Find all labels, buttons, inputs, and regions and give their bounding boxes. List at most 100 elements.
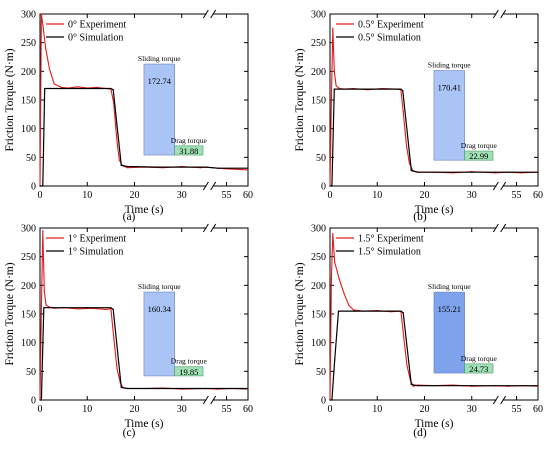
data-point bbox=[42, 185, 44, 187]
x-tick-label: 0 bbox=[328, 190, 333, 201]
sliding-torque-label: Sliding torque bbox=[138, 54, 181, 63]
x-tick-label: 20 bbox=[129, 190, 139, 201]
data-point bbox=[537, 171, 539, 173]
data-point bbox=[337, 310, 340, 312]
data-point bbox=[112, 89, 114, 91]
y-tick-label: 0 bbox=[31, 396, 36, 407]
axis-break-mark bbox=[202, 181, 209, 191]
y-tick-label: 250 bbox=[311, 38, 326, 49]
data-point bbox=[204, 387, 206, 390]
data-point bbox=[39, 399, 41, 401]
y-tick-label: 50 bbox=[26, 367, 36, 378]
data-point bbox=[330, 279, 333, 281]
data-point bbox=[353, 309, 355, 311]
legend-label: 1° Simulation bbox=[68, 247, 123, 258]
data-point bbox=[329, 185, 331, 187]
axis-break-mark bbox=[500, 9, 507, 19]
data-point bbox=[405, 145, 408, 147]
x-tick-label: 55 bbox=[512, 404, 522, 415]
data-point bbox=[338, 279, 341, 281]
data-point bbox=[60, 86, 62, 88]
axis-break-gap bbox=[496, 11, 503, 17]
axis-break-gap bbox=[206, 397, 213, 403]
chart-panel-1: 0 50 100 150 200 250 300 0 10 20 30 55 60 Sliding tor… bbox=[4, 10, 253, 224]
series-line-simulation bbox=[40, 307, 248, 401]
data-point bbox=[116, 367, 118, 370]
data-point bbox=[110, 87, 112, 90]
data-point bbox=[116, 145, 119, 147]
drag-torque-value: 24.73 bbox=[469, 364, 488, 374]
axis-break-mark bbox=[492, 181, 499, 191]
data-point bbox=[53, 83, 55, 85]
data-point bbox=[112, 308, 114, 311]
data-point bbox=[335, 85, 337, 87]
y-axis-title: Friction Torque (N·m) bbox=[4, 262, 16, 365]
x-tick-label: 60 bbox=[533, 190, 543, 201]
drag-torque-value: 22.99 bbox=[469, 151, 488, 161]
x-axis-title: Time (s) bbox=[125, 418, 164, 430]
axis-break-mark bbox=[210, 9, 217, 19]
axis-break-mark bbox=[500, 181, 507, 191]
axis-break-mark bbox=[500, 395, 507, 405]
panel-caption: (d) bbox=[413, 427, 427, 439]
data-point bbox=[181, 166, 183, 168]
y-tick-label: 0 bbox=[31, 182, 36, 193]
axis-break-gap bbox=[496, 397, 503, 403]
data-point bbox=[110, 307, 112, 309]
data-point bbox=[416, 385, 419, 387]
data-point bbox=[412, 385, 414, 387]
data-point bbox=[247, 387, 249, 390]
data-point bbox=[331, 399, 333, 401]
y-tick-label: 100 bbox=[311, 124, 326, 135]
x-tick-label: 0 bbox=[328, 404, 333, 415]
sliding-torque-bar bbox=[143, 63, 175, 156]
data-point bbox=[43, 307, 45, 309]
legend-label: 0.5° Simulation bbox=[358, 33, 421, 44]
data-point bbox=[42, 230, 44, 232]
y-tick-label: 50 bbox=[26, 153, 36, 164]
axis-break-mark bbox=[202, 395, 209, 405]
sliding-torque-value: 155.21 bbox=[438, 304, 461, 314]
data-point bbox=[40, 399, 43, 401]
y-tick-label: 150 bbox=[21, 96, 36, 107]
x-axis-title: Time (s) bbox=[125, 204, 164, 216]
data-point bbox=[120, 164, 122, 166]
sliding-torque-value: 170.41 bbox=[438, 83, 461, 93]
sliding-torque-value: 172.74 bbox=[148, 76, 172, 86]
data-point bbox=[238, 168, 241, 170]
data-point bbox=[416, 171, 419, 173]
sliding-torque-bar bbox=[433, 291, 465, 374]
axis-break-mark bbox=[500, 223, 507, 233]
x-tick-label: 20 bbox=[419, 404, 429, 415]
x-tick-label: 55 bbox=[222, 190, 232, 201]
x-tick-label: 20 bbox=[129, 404, 139, 415]
series-line-simulation bbox=[40, 87, 248, 187]
x-tick-label: 60 bbox=[533, 404, 543, 415]
y-tick-label: 50 bbox=[316, 153, 326, 164]
chart-panel-2: 0 50 100 150 200 250 300 0 10 20 30 55 60 Sliding tor… bbox=[294, 10, 543, 224]
data-point bbox=[247, 169, 249, 171]
data-point bbox=[400, 88, 402, 90]
x-tick-label: 55 bbox=[222, 404, 232, 415]
data-point bbox=[77, 308, 79, 310]
y-tick-label: 100 bbox=[21, 124, 36, 135]
data-point bbox=[332, 233, 334, 235]
data-point bbox=[348, 304, 350, 306]
x-tick-label: 60 bbox=[243, 404, 253, 415]
drag-torque-bar bbox=[464, 363, 494, 374]
data-point bbox=[331, 185, 333, 187]
data-point bbox=[353, 88, 355, 90]
drag-torque-bar bbox=[174, 145, 204, 156]
data-point bbox=[343, 293, 345, 295]
legend-label: 0° Experiment bbox=[68, 20, 126, 31]
data-point bbox=[408, 162, 410, 164]
axis-break-gap bbox=[206, 225, 213, 231]
data-point bbox=[157, 166, 159, 168]
data-point bbox=[333, 70, 335, 72]
y-axis-title: Friction Torque (N·m) bbox=[4, 48, 16, 151]
data-point bbox=[376, 310, 378, 312]
data-point bbox=[403, 336, 405, 338]
y-tick-label: 300 bbox=[21, 10, 36, 21]
axis-break-mark bbox=[492, 9, 499, 19]
